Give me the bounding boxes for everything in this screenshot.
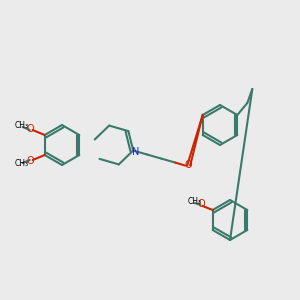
Text: CH₃: CH₃ bbox=[188, 196, 202, 206]
Text: CH₃: CH₃ bbox=[15, 160, 29, 169]
Text: O: O bbox=[198, 199, 206, 209]
Text: O: O bbox=[27, 124, 34, 134]
Text: O: O bbox=[184, 160, 192, 170]
Text: N: N bbox=[133, 146, 140, 157]
Text: O: O bbox=[27, 156, 34, 166]
Text: CH₃: CH₃ bbox=[15, 122, 29, 130]
